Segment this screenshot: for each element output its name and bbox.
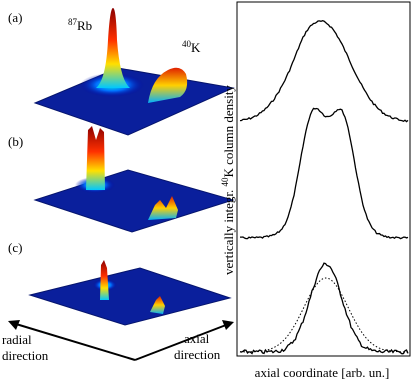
profile-frame bbox=[236, 1, 411, 357]
species-label: 87Rb bbox=[68, 17, 92, 33]
panel-label: (c) bbox=[8, 240, 22, 255]
profile-curve bbox=[240, 107, 409, 240]
profile-curve bbox=[239, 20, 409, 123]
axis-label: radial direction bbox=[2, 332, 49, 363]
panel-label: (a) bbox=[8, 10, 22, 25]
profile-curve bbox=[240, 277, 408, 353]
profile-curve bbox=[239, 262, 409, 355]
y-axis-label: vertically integr. 40K column density bbox=[220, 85, 236, 275]
panel-label: (b) bbox=[8, 134, 23, 149]
species-label: 40K bbox=[182, 39, 201, 55]
surface-c bbox=[28, 260, 232, 326]
surface-b bbox=[33, 126, 235, 233]
axis-arrows bbox=[8, 320, 234, 361]
axis-label: axial direction bbox=[174, 331, 221, 362]
surface-a bbox=[33, 8, 235, 136]
profiles bbox=[239, 20, 409, 355]
x-axis-label: axial coordinate [arb. un.] bbox=[255, 365, 390, 380]
